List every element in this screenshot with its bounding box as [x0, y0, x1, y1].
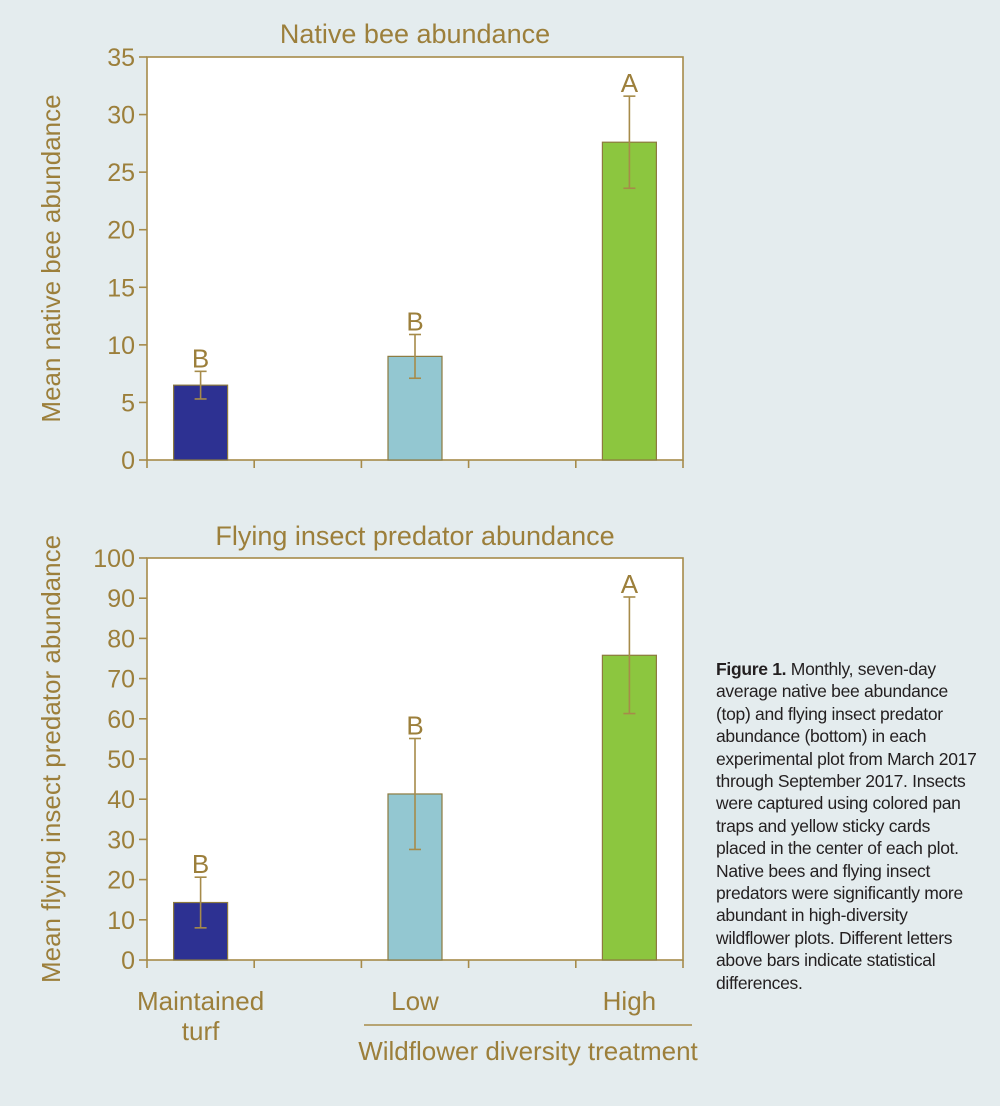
y-axis-label: Mean native bee abundance — [36, 94, 66, 422]
significance-letter-1: B — [192, 849, 209, 879]
significance-letter-2: B — [406, 306, 423, 336]
significance-letter-3: A — [621, 569, 639, 599]
significance-letter-1: B — [192, 343, 209, 373]
y-tick-label: 80 — [107, 625, 135, 653]
x-category-label-3: High — [603, 986, 656, 1016]
x-axis-label: Wildflower diversity treatment — [358, 1036, 698, 1066]
y-tick-label: 25 — [107, 159, 135, 187]
y-tick-label: 5 — [121, 389, 135, 417]
caption-lead: Figure 1. — [716, 659, 787, 679]
bar-3 — [601, 141, 658, 461]
chart-title: Native bee abundance — [280, 19, 550, 49]
x-category-label-1: turf — [182, 1016, 220, 1046]
y-axis-label: Mean flying insect predator abundance — [36, 535, 66, 983]
caption-text: Monthly, seven-day average native bee ab… — [716, 659, 977, 993]
chart-1: Native bee abundance Mean native bee abun… — [36, 19, 684, 475]
chart-title: Flying insect predator abundance — [215, 521, 614, 551]
y-tick-label: 30 — [107, 102, 135, 130]
x-category-label-1: Maintained — [137, 986, 264, 1016]
significance-letter-3: A — [621, 68, 639, 98]
y-tick-label: 50 — [107, 746, 135, 774]
y-tick-label: 20 — [107, 867, 135, 895]
figure-caption: Figure 1. Monthly, seven-day average nat… — [716, 658, 978, 994]
y-tick-label: 35 — [107, 44, 135, 72]
y-tick-label: 60 — [107, 706, 135, 734]
x-category-label-2: Low — [391, 986, 439, 1016]
chart-2: Flying insect predator abundance Mean fly… — [36, 521, 699, 1066]
y-tick-label: 70 — [107, 666, 135, 694]
y-tick-label: 40 — [107, 786, 135, 814]
y-tick-label: 20 — [107, 217, 135, 245]
y-tick-label: 10 — [107, 907, 135, 935]
y-tick-label: 0 — [121, 947, 135, 975]
y-tick-label: 100 — [93, 545, 135, 573]
y-tick-label: 15 — [107, 274, 135, 302]
y-tick-label: 30 — [107, 826, 135, 854]
y-tick-label: 90 — [107, 585, 135, 613]
significance-letter-2: B — [406, 710, 423, 740]
y-tick-label: 0 — [121, 447, 135, 475]
y-tick-label: 10 — [107, 332, 135, 360]
